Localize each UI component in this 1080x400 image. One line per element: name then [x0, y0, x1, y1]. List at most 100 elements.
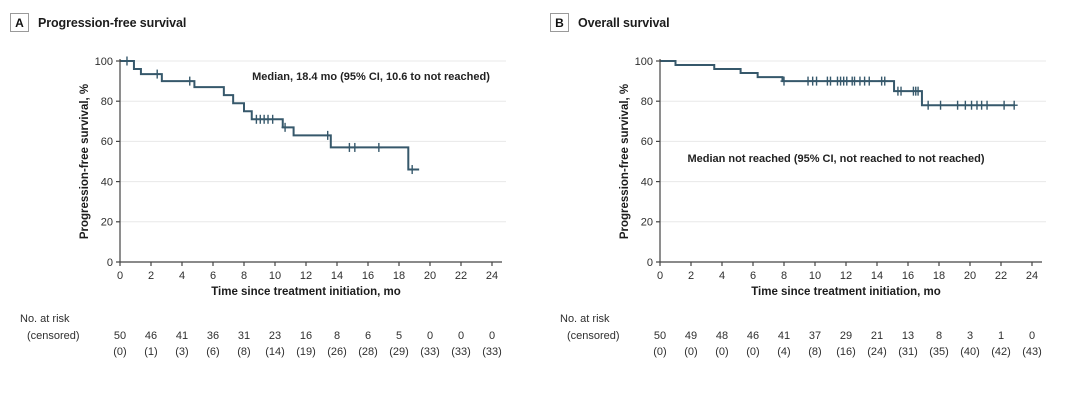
censored-value: (16): [836, 346, 856, 358]
at-risk-value: 50: [654, 330, 666, 342]
at-risk-value: 31: [238, 330, 250, 342]
y-tick-label: 100: [635, 56, 653, 68]
censored-value: (0): [684, 346, 697, 358]
x-tick-label: 2: [148, 270, 154, 282]
y-axis-title: Progression-free survival, %: [79, 84, 91, 239]
censored-value: (40): [960, 346, 980, 358]
x-tick-label: 20: [424, 270, 436, 282]
km-curve: [660, 60, 1015, 107]
x-tick-label: 20: [964, 270, 976, 282]
panel-progression-free-survival: A Progression-free survival 0 20 40 60 80 100…: [10, 13, 506, 358]
at-risk-row-label: No. at risk: [20, 313, 70, 325]
at-risk-value: 0: [1029, 330, 1035, 342]
panel-b-title: Overall survival: [578, 15, 670, 30]
x-tick-label: 8: [781, 270, 787, 282]
median-annotation: Median, 18.4 mo (95% CI, 10.6 to not rea…: [252, 71, 490, 83]
censored-value: (0): [715, 346, 728, 358]
x-tick-label: 0: [657, 270, 663, 282]
at-risk-value: 41: [176, 330, 188, 342]
censored-value: (8): [237, 346, 250, 358]
at-risk-value: 8: [936, 330, 942, 342]
at-risk-value: 21: [871, 330, 883, 342]
censored-value: (4): [777, 346, 790, 358]
y-tick-label: 20: [641, 217, 653, 229]
censored-value: (14): [265, 346, 285, 358]
censored-value: (28): [358, 346, 378, 358]
censored-value: (0): [113, 346, 126, 358]
y-tick-label: 40: [641, 176, 653, 188]
x-tick-label: 24: [486, 270, 498, 282]
at-risk-value: 46: [145, 330, 157, 342]
censored-value: (26): [327, 346, 347, 358]
at-risk-value: 13: [902, 330, 914, 342]
x-tick-label: 4: [179, 270, 185, 282]
censored-value: (29): [389, 346, 409, 358]
at-risk-value: 3: [967, 330, 973, 342]
x-tick-label: 6: [210, 270, 216, 282]
at-risk-value: 6: [365, 330, 371, 342]
at-risk-value: 49: [685, 330, 697, 342]
at-risk-value: 29: [840, 330, 852, 342]
x-tick-label: 14: [871, 270, 883, 282]
at-risk-value: 8: [334, 330, 340, 342]
x-tick-label: 12: [300, 270, 312, 282]
y-tick-label: 60: [101, 136, 113, 148]
x-tick-label: 12: [840, 270, 852, 282]
x-tick-label: 4: [719, 270, 725, 282]
censored-value: (33): [420, 346, 440, 358]
x-tick-label: 16: [362, 270, 374, 282]
panel-b-header: B Overall survival: [550, 13, 670, 32]
y-tick-label: 20: [101, 217, 113, 229]
x-tick-label: 2: [688, 270, 694, 282]
x-axis-title: Time since treatment initiation, mo: [211, 286, 401, 298]
at-risk-value: 37: [809, 330, 821, 342]
y-tick-label: 0: [107, 257, 113, 269]
median-annotation: Median not reached (95% CI, not reached …: [687, 153, 984, 165]
censored-value: (0): [746, 346, 759, 358]
x-tick-label: 0: [117, 270, 123, 282]
at-risk-value: 36: [207, 330, 219, 342]
censored-value: (33): [451, 346, 471, 358]
x-tick-label: 22: [995, 270, 1007, 282]
censored-value: (19): [296, 346, 316, 358]
censored-value: (1): [144, 346, 157, 358]
x-tick-label: 18: [393, 270, 405, 282]
censored-value: (8): [808, 346, 821, 358]
censored-row-label: (censored): [567, 330, 620, 342]
censored-value: (3): [175, 346, 188, 358]
at-risk-value: 0: [458, 330, 464, 342]
censored-value: (33): [482, 346, 502, 358]
at-risk-value: 23: [269, 330, 281, 342]
at-risk-value: 41: [778, 330, 790, 342]
x-tick-label: 24: [1026, 270, 1038, 282]
x-tick-label: 6: [750, 270, 756, 282]
at-risk-value: 1: [998, 330, 1004, 342]
x-tick-label: 14: [331, 270, 343, 282]
x-tick-label: 8: [241, 270, 247, 282]
censored-value: (35): [929, 346, 949, 358]
y-tick-label: 0: [647, 257, 653, 269]
y-axis-title: Progression-free survival, %: [619, 84, 631, 239]
at-risk-value: 0: [427, 330, 433, 342]
panel-a-header: A Progression-free survival: [10, 13, 186, 32]
at-risk-value: 0: [489, 330, 495, 342]
x-tick-label: 22: [455, 270, 467, 282]
x-axis-title: Time since treatment initiation, mo: [751, 286, 941, 298]
censored-value: (42): [991, 346, 1011, 358]
at-risk-value: 16: [300, 330, 312, 342]
censored-value: (43): [1022, 346, 1042, 358]
censored-value: (31): [898, 346, 918, 358]
y-tick-label: 100: [95, 56, 113, 68]
y-tick-label: 80: [641, 96, 653, 108]
x-tick-label: 16: [902, 270, 914, 282]
censored-row-label: (censored): [27, 330, 80, 342]
panel-b-letter-badge: B: [550, 13, 569, 32]
censored-value: (0): [653, 346, 666, 358]
panel-a-letter-badge: A: [10, 13, 29, 32]
x-tick-label: 10: [269, 270, 281, 282]
at-risk-value: 48: [716, 330, 728, 342]
x-tick-label: 10: [809, 270, 821, 282]
